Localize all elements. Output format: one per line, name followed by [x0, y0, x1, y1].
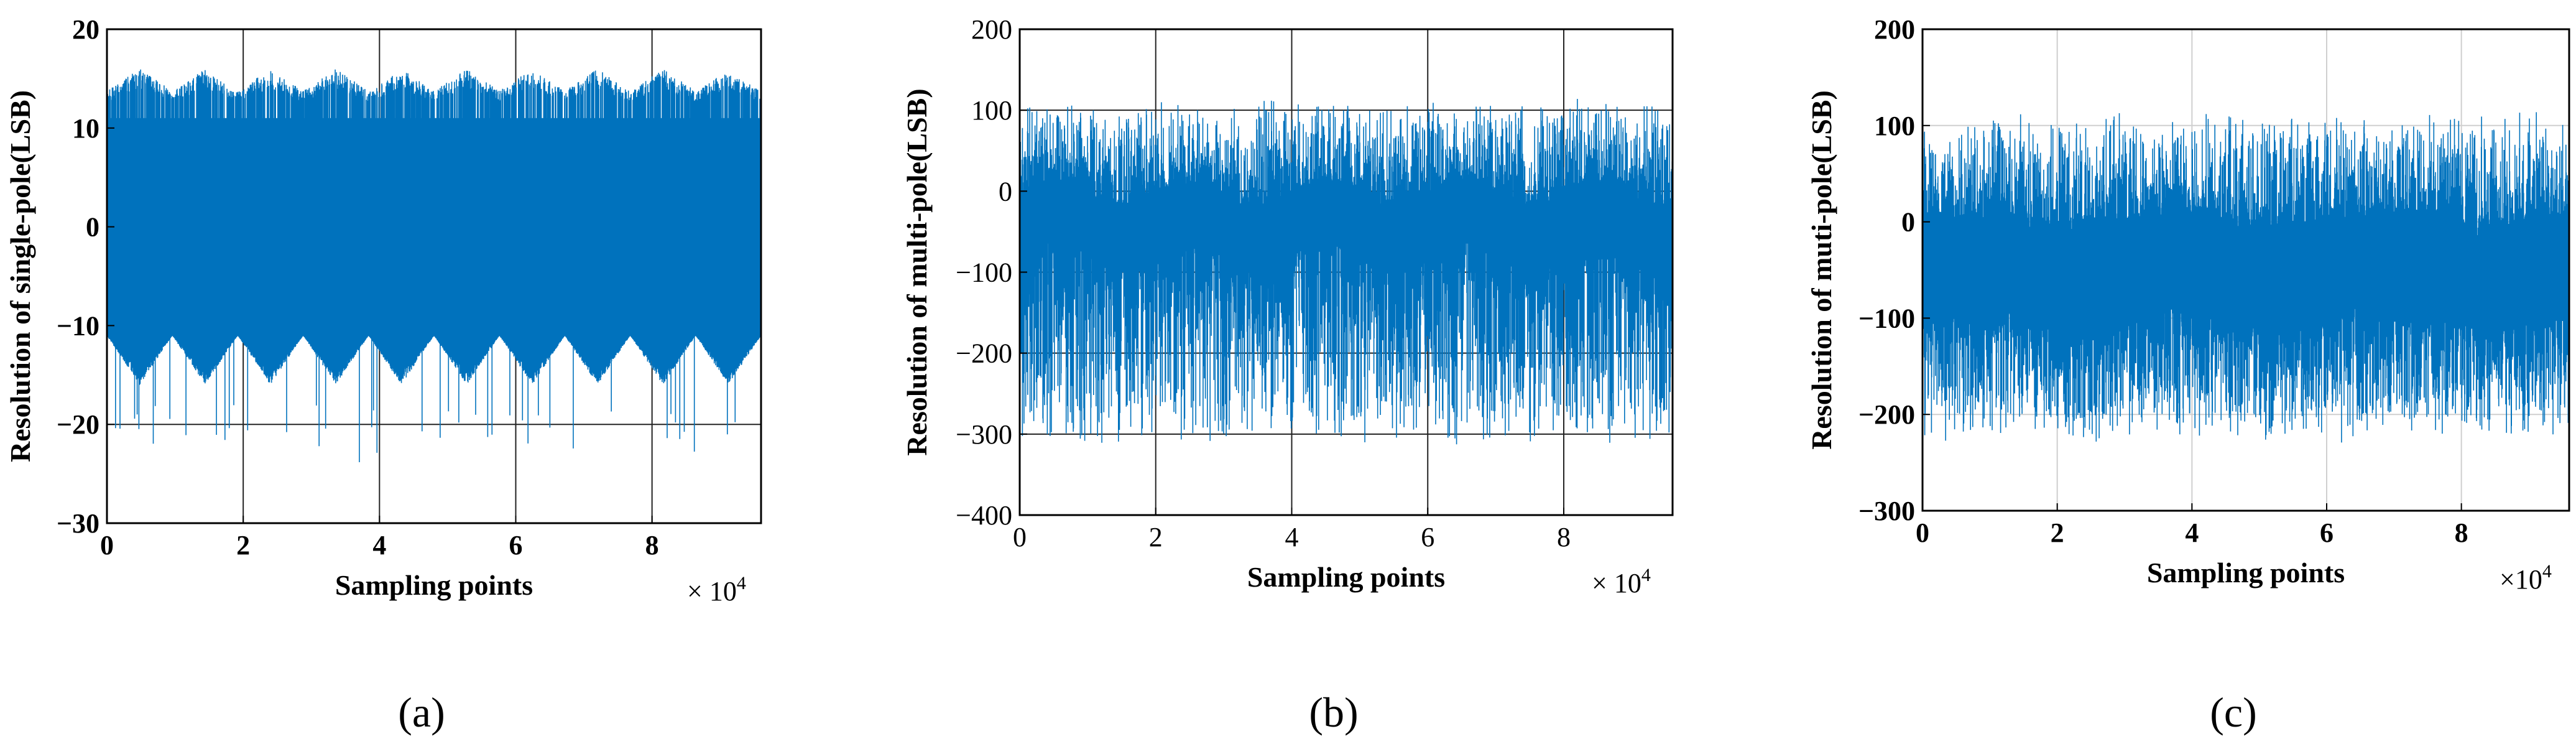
x-tick-label: 0: [100, 530, 114, 560]
y-tick-label: −100: [1858, 303, 1915, 333]
x-axis-exponent: ×104: [2500, 561, 2552, 595]
series-line: [1020, 99, 1673, 445]
x-tick-label: 0: [1916, 518, 1929, 548]
panel-label: (c): [2210, 689, 2256, 736]
x-tick-label: 6: [1421, 522, 1434, 552]
x-tick-label: 8: [645, 530, 659, 560]
panel-b: 0 2 4 6 8 −400 −300 −200 −100 0 100 200 Sampling p…: [901, 14, 1674, 736]
y-tick-label: 10: [72, 113, 99, 144]
y-tick-label: −10: [57, 310, 99, 341]
panel-b-y-ticks: −400 −300 −200 −100 0 100 200: [956, 14, 1027, 531]
x-tick-label: 4: [1285, 522, 1299, 552]
y-tick-label: 0: [86, 212, 99, 243]
panel-b-x-ticks: 0 2 4 6 8: [1013, 508, 1571, 552]
x-axis-label: Sampling points: [335, 569, 533, 601]
x-exponent-power: 4: [1641, 565, 1651, 585]
x-axis-exponent: × 104: [687, 573, 746, 607]
panel-c-y-ticks: −300 −200 −100 0 100 200: [1858, 14, 1930, 526]
x-axis-label: Sampling points: [1247, 561, 1445, 593]
y-axis-label: Resolution of single-pole(LSB): [4, 90, 36, 462]
y-tick-label: −400: [956, 500, 1012, 531]
x-tick-label: 8: [1557, 522, 1571, 552]
y-tick-label: 20: [72, 14, 99, 45]
y-axis-label: Resolution of multi-pole(LSB): [901, 88, 933, 455]
y-tick-label: 200: [971, 14, 1012, 45]
x-tick-label: 6: [509, 530, 523, 560]
x-axis-label: Sampling points: [2147, 557, 2345, 588]
y-tick-label: 100: [1874, 111, 1915, 141]
series-line: [107, 69, 761, 462]
x-exponent-prefix: ×10: [2500, 564, 2542, 595]
y-tick-label: −200: [1858, 399, 1915, 430]
x-tick-label: 8: [2455, 518, 2468, 548]
x-tick-label: 0: [1013, 522, 1027, 552]
y-tick-label: 200: [1874, 14, 1915, 45]
panel-a-axes-frame: [106, 28, 762, 524]
y-tick-label: 0: [999, 176, 1012, 207]
x-tick-label: 2: [1149, 522, 1163, 552]
panel-a-x-ticks: 0 2 4 6 8: [100, 516, 659, 560]
y-axis-label: Resolution of muti-pole(LSB): [1806, 90, 1837, 450]
panel-a-plot-area: [107, 69, 761, 462]
y-tick-label: −100: [956, 258, 1012, 288]
y-tick-label: 0: [1901, 207, 1915, 238]
panel-a-y-ticks: −30 −20 −10 0 10 20: [57, 14, 114, 539]
x-tick-label: 4: [2185, 518, 2199, 548]
x-tick-label: 6: [2320, 518, 2334, 548]
x-exponent-power: 4: [737, 573, 746, 593]
panel-c-x-ticks: 0 2 4 6 8: [1916, 503, 2468, 548]
y-tick-label: −300: [956, 419, 1012, 450]
panel-b-plot-area: [1020, 99, 1673, 445]
series-line: [1923, 112, 2569, 443]
y-tick-label: −300: [1858, 496, 1915, 526]
panel-c-axes-frame: [1921, 28, 2570, 512]
x-axis-exponent: × 104: [1592, 565, 1651, 598]
y-tick-label: −20: [57, 409, 99, 440]
y-tick-label: −200: [956, 338, 1012, 369]
y-tick-label: −30: [57, 508, 99, 539]
panel-c: 0 2 4 6 8 −300 −200 −100 0 100 200 Sampling point…: [1806, 14, 2570, 736]
x-exponent-prefix: × 10: [1592, 568, 1641, 598]
x-tick-label: 2: [236, 530, 250, 560]
y-tick-label: 100: [971, 95, 1012, 126]
panel-a: 0 2 4 6 8 −30 −20 −10 0 10 20 Sampling points Res…: [4, 14, 762, 736]
panel-label: (a): [398, 689, 445, 736]
panel-c-plot-area: [1923, 112, 2569, 443]
x-exponent-power: 4: [2542, 561, 2552, 582]
x-tick-label: 2: [2051, 518, 2064, 548]
x-tick-label: 4: [372, 530, 386, 560]
x-exponent-prefix: × 10: [687, 576, 737, 607]
panel-label: (b): [1309, 689, 1358, 736]
